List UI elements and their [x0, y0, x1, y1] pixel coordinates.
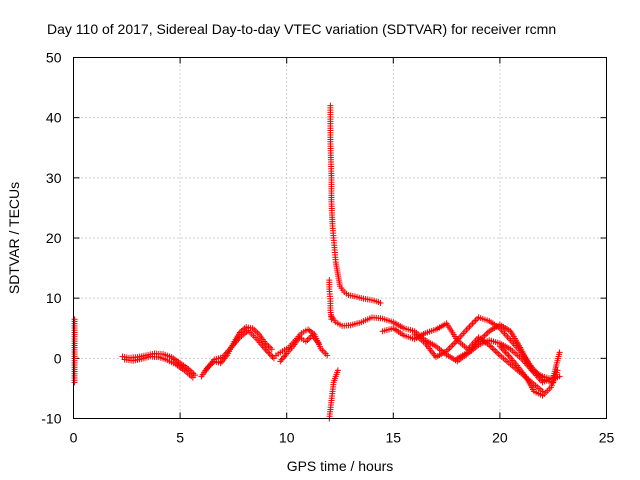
data-point	[270, 355, 277, 362]
data-point	[269, 353, 276, 360]
series-track-g	[496, 343, 561, 399]
tick-labels: 0 5 10 15 20 25 -10 0 10 20 30 40 50	[41, 50, 614, 446]
data-point	[502, 349, 509, 356]
data-point	[483, 331, 490, 338]
series-neg-branch	[326, 367, 341, 422]
series-track-f	[454, 321, 563, 386]
series-track-c2	[277, 332, 322, 365]
y-tick-label: 20	[46, 230, 62, 246]
data-point	[467, 322, 474, 329]
y-tick-label: 50	[46, 50, 62, 66]
series-track-b	[198, 324, 275, 380]
data-point	[469, 320, 476, 327]
x-tick-label: 10	[279, 430, 295, 446]
data-point	[493, 349, 500, 356]
data-point	[315, 340, 322, 347]
data-point	[489, 345, 496, 352]
x-tick-label: 15	[386, 430, 402, 446]
data-point	[324, 352, 331, 359]
data-point	[480, 334, 487, 341]
data-point	[554, 367, 561, 374]
series-track-b2	[202, 327, 277, 374]
x-tick-label: 5	[176, 430, 184, 446]
data-point	[268, 346, 275, 353]
data-point	[71, 379, 78, 386]
y-axis-label: SDTVAR / TECUs	[6, 182, 22, 294]
data-point	[189, 374, 196, 381]
x-axis-label: GPS time / hours	[287, 458, 394, 474]
data-point	[306, 335, 313, 342]
data-point	[446, 345, 453, 352]
series-early-points	[71, 316, 78, 386]
data-point	[474, 315, 481, 322]
y-tick-label: 10	[46, 290, 62, 306]
data-point	[472, 317, 479, 324]
data-point	[466, 323, 473, 330]
data-point	[334, 367, 341, 374]
x-tick-label: 25	[599, 430, 615, 446]
data-point	[490, 346, 497, 353]
x-tick-label: 0	[70, 430, 78, 446]
data-point	[449, 341, 456, 348]
data-point	[263, 341, 270, 348]
data-point	[487, 343, 494, 350]
y-tick-label: 30	[46, 170, 62, 186]
data-point	[504, 350, 511, 357]
data-points	[71, 102, 563, 422]
series-spike	[327, 102, 384, 306]
chart-title: Day 110 of 2017, Sidereal Day-to-day VTE…	[47, 21, 556, 37]
data-point	[492, 347, 499, 354]
x-tick-label: 20	[492, 430, 508, 446]
y-tick-label: 40	[46, 110, 62, 126]
series-track-e	[411, 314, 557, 386]
y-tick-label: -10	[41, 411, 61, 427]
data-point	[377, 299, 384, 306]
data-point	[556, 349, 563, 356]
y-tick-label: 0	[54, 350, 62, 366]
data-point	[304, 336, 311, 343]
series-track-c	[273, 326, 331, 359]
data-point	[495, 350, 502, 357]
plot-frame	[73, 57, 607, 419]
data-point	[471, 319, 478, 326]
data-point	[448, 343, 455, 350]
series-track-a2	[121, 353, 196, 381]
data-point	[452, 338, 459, 345]
